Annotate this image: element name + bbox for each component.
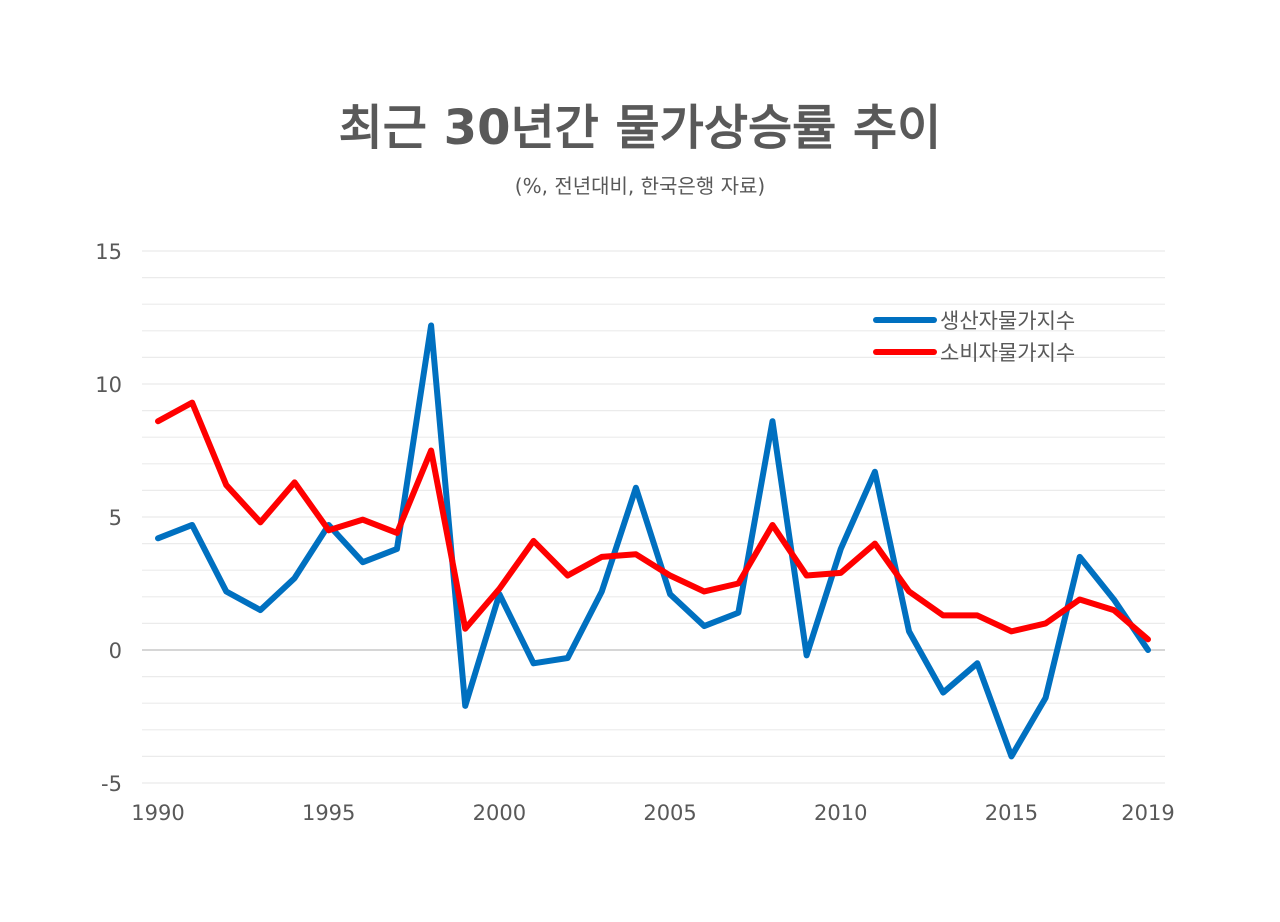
y-tick-label: 10	[95, 373, 122, 397]
chart-title: 최근 30년간 물가상승률 추이	[338, 100, 942, 156]
y-tick-label: -5	[101, 772, 122, 796]
x-tick-label: 2005	[643, 801, 696, 825]
y-tick-label: 5	[109, 506, 122, 530]
x-tick-label: 1990	[131, 801, 184, 825]
x-tick-label: 1995	[302, 801, 355, 825]
chart-subtitle: (%, 전년대비, 한국은행 자료)	[514, 174, 766, 198]
x-tick-label: 2019	[1121, 801, 1174, 825]
legend-label: 생산자물가지수	[940, 309, 1075, 333]
x-tick-label: 2010	[814, 801, 867, 825]
x-tick-label: 2015	[985, 801, 1038, 825]
legend-label: 소비자물가지수	[940, 341, 1075, 365]
y-tick-label: 15	[95, 240, 122, 264]
y-tick-label: 0	[109, 639, 122, 663]
series-line-1	[155, 399, 1151, 643]
x-tick-label: 2000	[473, 801, 526, 825]
series-line-0	[155, 322, 1151, 760]
